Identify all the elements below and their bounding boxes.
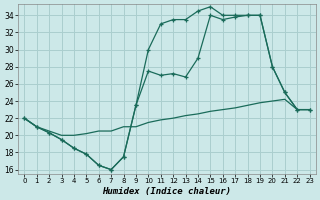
X-axis label: Humidex (Indice chaleur): Humidex (Indice chaleur) — [102, 187, 231, 196]
